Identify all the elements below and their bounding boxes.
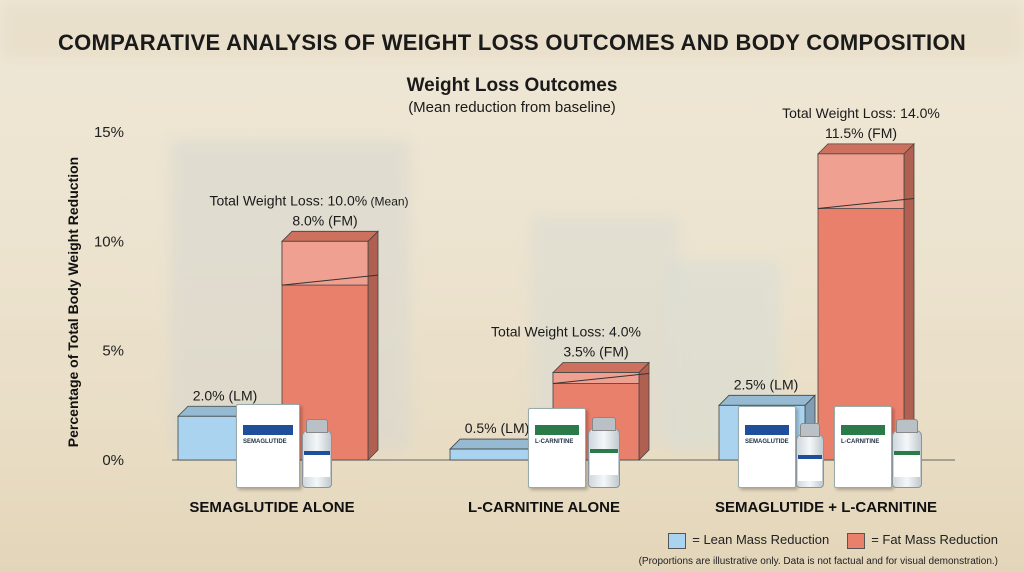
bar-fat-1-top bbox=[552, 362, 650, 373]
data-label-lean: 0.5% (LM) bbox=[465, 420, 530, 436]
legend-swatch-lean bbox=[668, 532, 687, 549]
bar-fat-divider bbox=[552, 372, 650, 384]
data-label-lean: 2.0% (LM) bbox=[193, 387, 258, 403]
bar-fat-0-top bbox=[281, 230, 379, 242]
bar-fat-divider bbox=[281, 274, 379, 286]
bar-fat-0-side bbox=[367, 230, 379, 461]
total-label-suffix: (Mean) bbox=[367, 194, 408, 208]
y-tick-label: 10% bbox=[94, 233, 124, 250]
legend-label-lean: = Lean Mass Reduction bbox=[692, 532, 830, 547]
chart-subtitle-note: (Mean reduction from baseline) bbox=[408, 99, 616, 116]
bar-fat-divider bbox=[817, 198, 915, 210]
chart-subtitle: Weight Loss Outcomes bbox=[406, 75, 618, 96]
total-label: Total Weight Loss: 4.0% bbox=[491, 324, 641, 340]
semaglutide-product-prop: SEMAGLUTIDE bbox=[236, 400, 336, 490]
disclaimer-note: (Proportions are illustrative only. Data… bbox=[638, 556, 998, 567]
main-title: COMPARATIVE ANALYSIS OF WEIGHT LOSS OUTC… bbox=[57, 30, 967, 55]
l-carnitine-box-icon: L-CARNITINE bbox=[528, 408, 586, 488]
y-tick-label: 0% bbox=[102, 452, 124, 469]
total-label: Total Weight Loss: 14.0% bbox=[782, 105, 940, 121]
data-label-lean: 2.5% (LM) bbox=[734, 376, 799, 392]
data-label-fat: 11.5% (FM) bbox=[825, 125, 897, 141]
x-category-label: L-CARNITINE ALONE bbox=[468, 499, 620, 516]
semaglutide-box-icon: SEMAGLUTIDE bbox=[236, 404, 300, 488]
combo-product-prop: SEMAGLUTIDE L-CARNITINE bbox=[738, 400, 928, 492]
l-carnitine-product-prop: L-CARNITINE bbox=[528, 400, 628, 490]
combo-semaglutide-vial-icon bbox=[796, 423, 824, 488]
semaglutide-vial-icon bbox=[302, 419, 332, 488]
legend-item-fat: = Fat Mass Reduction bbox=[847, 532, 998, 549]
data-label-fat: 8.0% (FM) bbox=[292, 212, 357, 228]
bg-shelf bbox=[0, 0, 1024, 60]
bar-lean-1 bbox=[449, 448, 537, 461]
bar-fat-upper-2 bbox=[817, 153, 905, 209]
legend-item-lean: = Lean Mass Reduction bbox=[668, 532, 829, 549]
combo-semaglutide-box-icon: SEMAGLUTIDE bbox=[738, 406, 796, 488]
y-tick-label: 5% bbox=[102, 343, 124, 360]
total-label: Total Weight Loss: 10.0% (Mean) bbox=[209, 192, 408, 208]
y-tick-label: 15% bbox=[94, 124, 124, 141]
legend-label-fat: = Fat Mass Reduction bbox=[871, 532, 998, 547]
x-category-label: SEMAGLUTIDE ALONE bbox=[189, 499, 354, 516]
bar-fat-1-side bbox=[638, 361, 650, 461]
legend: = Lean Mass Reduction = Fat Mass Reducti… bbox=[668, 532, 998, 549]
bar-fat-2-top bbox=[817, 143, 915, 155]
bar-fat-upper-0 bbox=[281, 240, 369, 286]
y-axis-label: Percentage of Total Body Weight Reductio… bbox=[65, 157, 81, 447]
x-category-label: SEMAGLUTIDE + L-CARNITINE bbox=[715, 499, 937, 516]
l-carnitine-vial-icon bbox=[588, 417, 620, 488]
data-label-fat: 3.5% (FM) bbox=[563, 344, 628, 360]
legend-swatch-fat bbox=[847, 532, 866, 549]
bar-fat-upper-1 bbox=[552, 372, 640, 384]
combo-l-carnitine-box-icon: L-CARNITINE bbox=[834, 406, 892, 488]
combo-l-carnitine-vial-icon bbox=[892, 419, 922, 488]
